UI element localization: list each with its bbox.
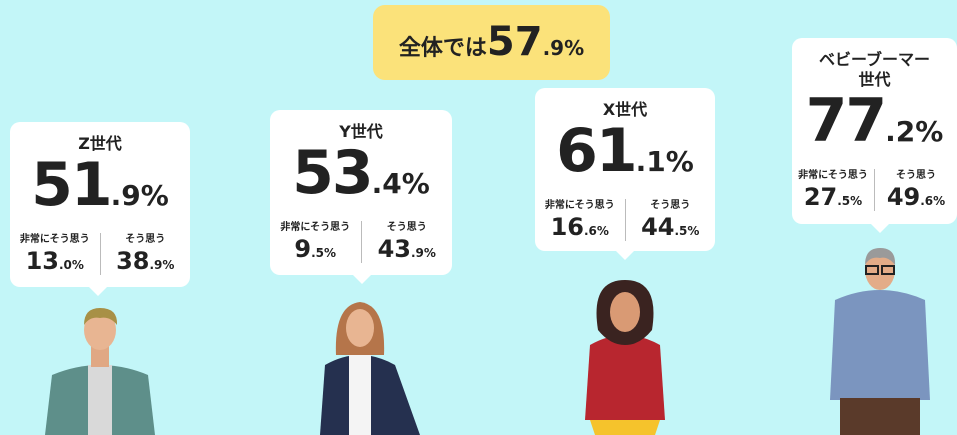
strongly-agree-label: 非常にそう思う	[792, 169, 874, 183]
agree-percent: 49.6%	[875, 183, 957, 211]
percent-integer: 61	[556, 116, 636, 186]
strongly-agree-label: 非常にそう思う	[270, 221, 361, 235]
summary-label: 全体では	[399, 11, 487, 86]
strongly-agree-percent: 27.5%	[792, 183, 874, 211]
percent-fraction: .9%	[111, 179, 169, 212]
strongly-agree-percent: 9.5%	[270, 235, 361, 263]
agree-percent: 43.9%	[362, 235, 453, 263]
agree-label: そう思う	[362, 221, 453, 235]
strongly-agree-integer: 9	[294, 235, 311, 263]
summary-integer: 57	[487, 5, 543, 80]
percent-integer: 77	[806, 86, 886, 156]
person-y	[320, 302, 420, 435]
summary-fraction: .9%	[543, 11, 585, 86]
page: {"summary": {"label": "全体では", "integer":…	[0, 0, 957, 435]
overall-percent: 61.1%	[535, 120, 715, 193]
agree-label: そう思う	[626, 199, 716, 213]
percent-fraction: .4%	[372, 167, 430, 200]
person-x	[585, 280, 665, 435]
overall-percent: 51.9%	[10, 154, 190, 227]
agree-fraction: .9%	[149, 258, 174, 272]
percent-fraction: .2%	[885, 115, 943, 148]
agree-fraction: .6%	[920, 194, 945, 208]
agree-integer: 44	[641, 213, 674, 241]
strongly-agree-percent: 16.6%	[535, 213, 625, 241]
strongly-agree-fraction: .5%	[837, 194, 862, 208]
agree-fraction: .5%	[674, 224, 699, 238]
person-boomer	[830, 248, 930, 435]
agree-percent: 44.5%	[626, 213, 716, 241]
strongly-agree-percent: 13.0%	[10, 247, 100, 275]
agree-integer: 49	[887, 183, 920, 211]
percent-fraction: .1%	[636, 145, 694, 178]
strongly-agree-integer: 27	[804, 183, 837, 211]
infographic: 全体では 57 .9% Z世代51.9%非常にそう思う13.0%そう思う38.9…	[0, 0, 957, 435]
strongly-agree-fraction: .6%	[584, 224, 609, 238]
generation-name: ベビーブーマー 世代	[792, 50, 957, 90]
agree-integer: 38	[116, 247, 149, 275]
percent-integer: 53	[292, 138, 372, 208]
strongly-agree-fraction: .5%	[311, 246, 336, 260]
strongly-agree-fraction: .0%	[59, 258, 84, 272]
strongly-agree-label: 非常にそう思う	[535, 199, 625, 213]
agree-label: そう思う	[875, 169, 957, 183]
overall-percent: 53.4%	[270, 142, 452, 215]
percent-integer: 51	[31, 150, 111, 220]
agree-integer: 43	[378, 235, 411, 263]
overall-percent: 77.2%	[792, 90, 957, 163]
body: 全体では 57 .9% Z世代51.9%非常にそう思う13.0%そう思う38.9…	[0, 0, 957, 435]
agree-fraction: .9%	[411, 246, 436, 260]
strongly-agree-integer: 13	[26, 247, 59, 275]
agree-label: そう思う	[101, 233, 191, 247]
strongly-agree-label: 非常にそう思う	[10, 233, 100, 247]
person-z	[45, 308, 155, 435]
overall-summary: 全体では 57 .9%	[373, 5, 610, 80]
strongly-agree-integer: 16	[551, 213, 584, 241]
agree-percent: 38.9%	[101, 247, 191, 275]
